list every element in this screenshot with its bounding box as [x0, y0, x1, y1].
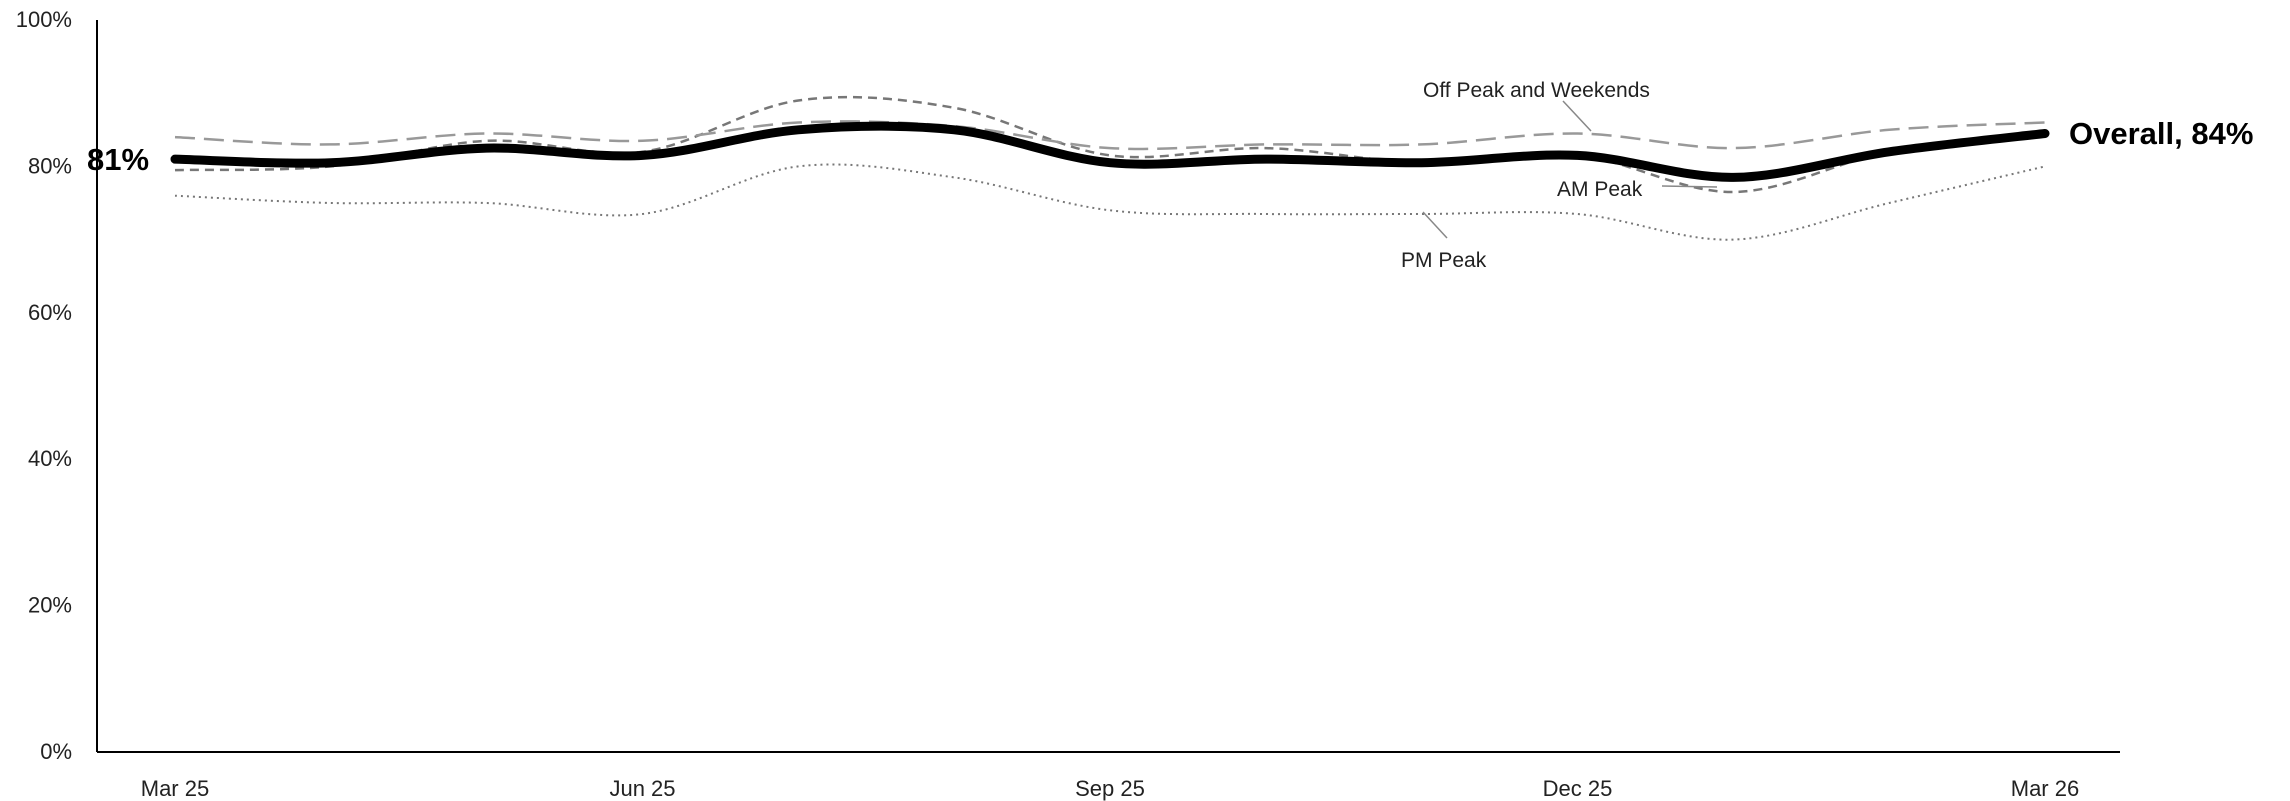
y-tick-label: 20% — [28, 593, 72, 618]
x-axis: Mar 25 Jun 25 Sep 25 Dec 25 Mar 26 — [97, 751, 2120, 801]
x-tick-label: Mar 25 — [141, 776, 209, 801]
series-line-off-peak-and-weekends — [174, 120, 2046, 151]
off-peak-leader-line — [1562, 100, 1592, 132]
series-line-pm-peak — [174, 163, 2046, 241]
x-tick-label: Jun 25 — [609, 776, 675, 801]
series-line-overall — [170, 121, 2050, 182]
am-peak-label: AM Peak — [1557, 178, 1643, 201]
y-axis: 0% 20% 40% 60% 80% 100% — [16, 7, 98, 764]
start-value-label: 81% — [87, 142, 149, 177]
series-layer — [170, 95, 2050, 241]
x-tick-label: Dec 25 — [1543, 776, 1613, 801]
y-tick-label: 40% — [28, 446, 72, 471]
x-tick-label: Mar 26 — [2011, 776, 2079, 801]
pm-peak-leader-line — [1422, 211, 1448, 239]
off-peak-label: Off Peak and Weekends — [1423, 79, 1650, 102]
y-tick-label: 80% — [28, 153, 72, 178]
x-tick-label: Sep 25 — [1075, 776, 1145, 801]
y-tick-label: 100% — [16, 7, 72, 32]
y-tick-label: 60% — [28, 300, 72, 325]
pm-peak-label: PM Peak — [1401, 249, 1487, 272]
y-tick-label: 0% — [40, 739, 72, 764]
am-peak-leader-line — [1661, 185, 1718, 188]
overall-end-label: Overall, 84% — [2069, 116, 2253, 151]
